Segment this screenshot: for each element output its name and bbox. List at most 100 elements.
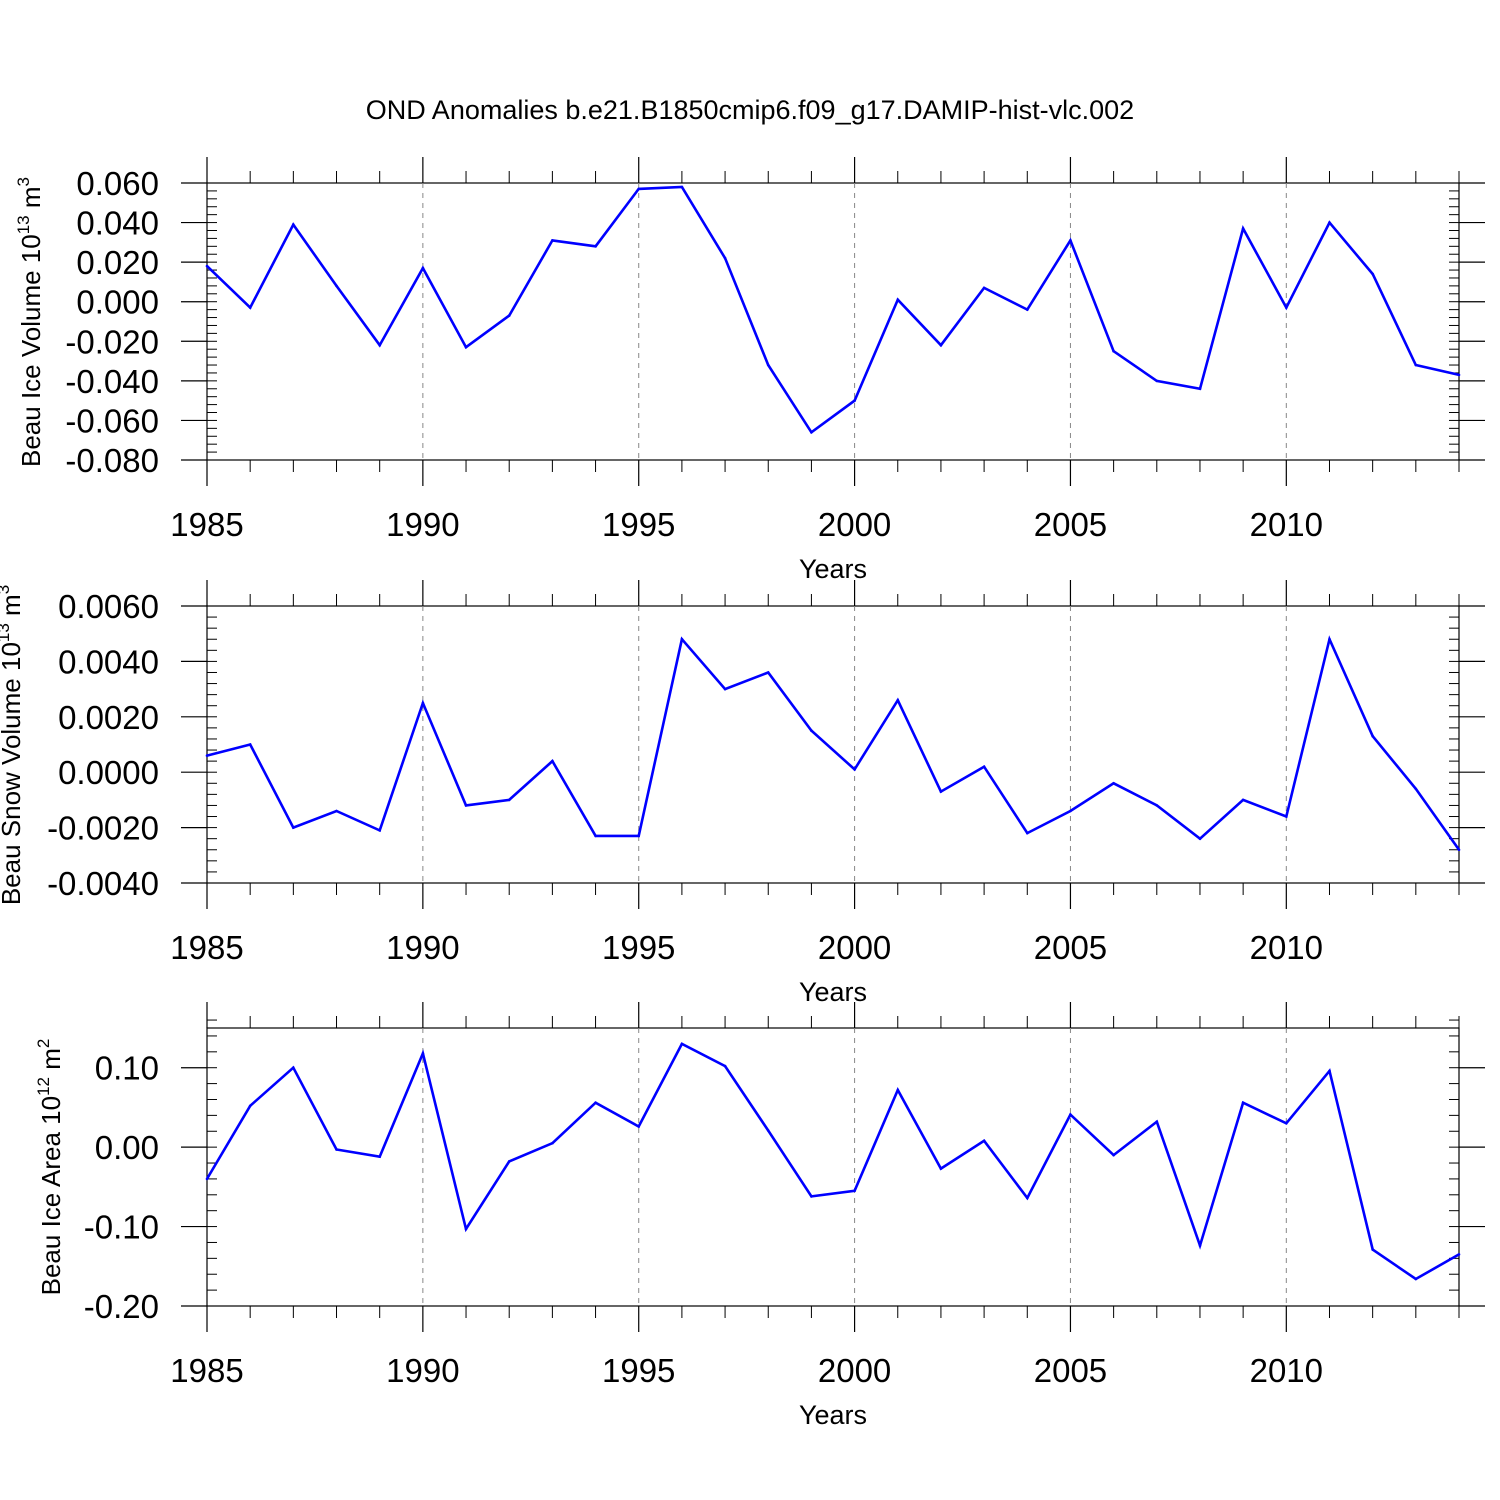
data-point [292,223,295,226]
data-point [421,701,425,705]
x-tick-label: 1990 [386,1352,459,1389]
data-point [248,306,252,309]
data-point [637,834,640,838]
x-tick-label: 2005 [1034,929,1107,966]
data-point [853,768,856,771]
data-point [205,1177,209,1181]
x-tick-label: 1985 [170,929,243,966]
y-axis-label: Beau Ice Volume 1013 m3 [14,177,46,467]
data-point [464,345,468,349]
data-point [680,185,684,189]
data-point [853,399,856,402]
x-tick-label: 1995 [602,929,675,966]
x-tick-label: 2005 [1034,506,1107,543]
x-axis-label: Years [799,977,867,1007]
y-tick-label: 0.040 [76,205,159,242]
y-axis-label-unit-exponent: 3 [14,177,33,186]
data-point [594,245,597,248]
data-point [1026,308,1029,311]
data-point [982,1139,986,1143]
y-tick-label: 0.0000 [58,754,159,791]
data-point [810,1195,813,1198]
data-point [939,343,943,347]
x-tick-label: 2000 [818,1352,891,1389]
data-point [680,637,684,641]
x-tick-label: 2000 [818,506,891,543]
data-point [939,790,943,793]
y-tick-label: -0.20 [84,1288,159,1325]
data-point [378,1155,382,1158]
x-tick-label: 1995 [602,506,675,543]
plot-frame [206,1027,1460,1307]
y-tick-label: 0.0060 [58,588,159,625]
y-axis-label-unit-exponent: 3 [0,585,13,594]
data-point [982,286,986,290]
data-point [594,834,597,838]
data-point [507,314,511,317]
y-axis-label-exponent: 13 [0,623,13,642]
data-point [723,687,727,691]
data-point [810,431,813,434]
series-line [206,185,1460,435]
y-tick-label: 0.10 [95,1050,159,1087]
x-tick-label: 1995 [602,1352,675,1389]
data-point [421,1052,425,1055]
data-point [1155,804,1159,807]
chart-panel-2: 1985 1990 1995 2000 2005 2010 0.0060 0.0040 0.00… [0,580,1485,1007]
data-point [896,1088,900,1092]
data-point [1069,809,1072,813]
data-point [1155,379,1159,383]
data-point [766,671,770,674]
data-point [1457,373,1461,377]
data-point [248,743,252,746]
y-tick-label: 0.060 [76,165,159,202]
data-point [551,1141,554,1145]
data-point [982,765,986,768]
data-point [1241,1101,1245,1104]
chart-panel-3: 1985 1990 1995 2000 2005 2010 0.10 0.00 -0.10 -0.… [34,1002,1485,1430]
data-point [1285,815,1288,818]
x-tick-label: 2000 [818,929,891,966]
data-point [1069,239,1072,242]
data-point [335,1148,338,1151]
x-axis-label: Years [799,554,867,584]
y-axis-label-unit-exponent: 2 [34,1039,53,1048]
data-point [1155,1120,1159,1123]
y-axis-label: Beau Ice Area 1012 m2 [34,1039,66,1296]
data-point [248,1104,252,1108]
data-point [896,298,900,302]
y-tick-label: 0.000 [76,284,159,321]
series-line [205,1042,1460,1281]
data-point [205,264,209,268]
data-point [1198,387,1202,391]
y-axis-label-exponent: 12 [34,1077,53,1096]
x-axis-label: Years [799,1400,867,1430]
y-axis-label-text: Beau Snow Volume 10 [0,642,26,905]
data-point [1241,227,1245,230]
data-point [292,1066,295,1069]
data-point [853,1189,856,1193]
data-point [507,798,511,802]
y-tick-label: -0.040 [65,363,159,400]
data-point [1285,1122,1288,1125]
y-tick-label: 0.0040 [58,643,159,680]
data-point [1112,1153,1115,1157]
data-point [637,187,640,191]
data-point [335,809,338,813]
data-point [1198,1244,1202,1247]
data-point [723,1064,727,1068]
x-tick-label: 2005 [1034,1352,1107,1389]
series-line [206,635,1461,851]
y-tick-label: -0.0020 [47,810,159,847]
data-point [464,804,468,807]
data-point [637,1125,640,1128]
data-point [1285,306,1288,309]
data-point [378,829,382,832]
data-point [896,698,900,702]
y-axis-label-unit: m [36,1048,66,1077]
data-point [766,1129,770,1132]
data-point [1371,734,1374,738]
data-point [1026,1196,1029,1200]
chart-panels: 1985 1990 1995 2000 2005 20100.0600.0400.0200… [0,157,1485,1430]
x-tick-label: 1990 [386,506,459,543]
